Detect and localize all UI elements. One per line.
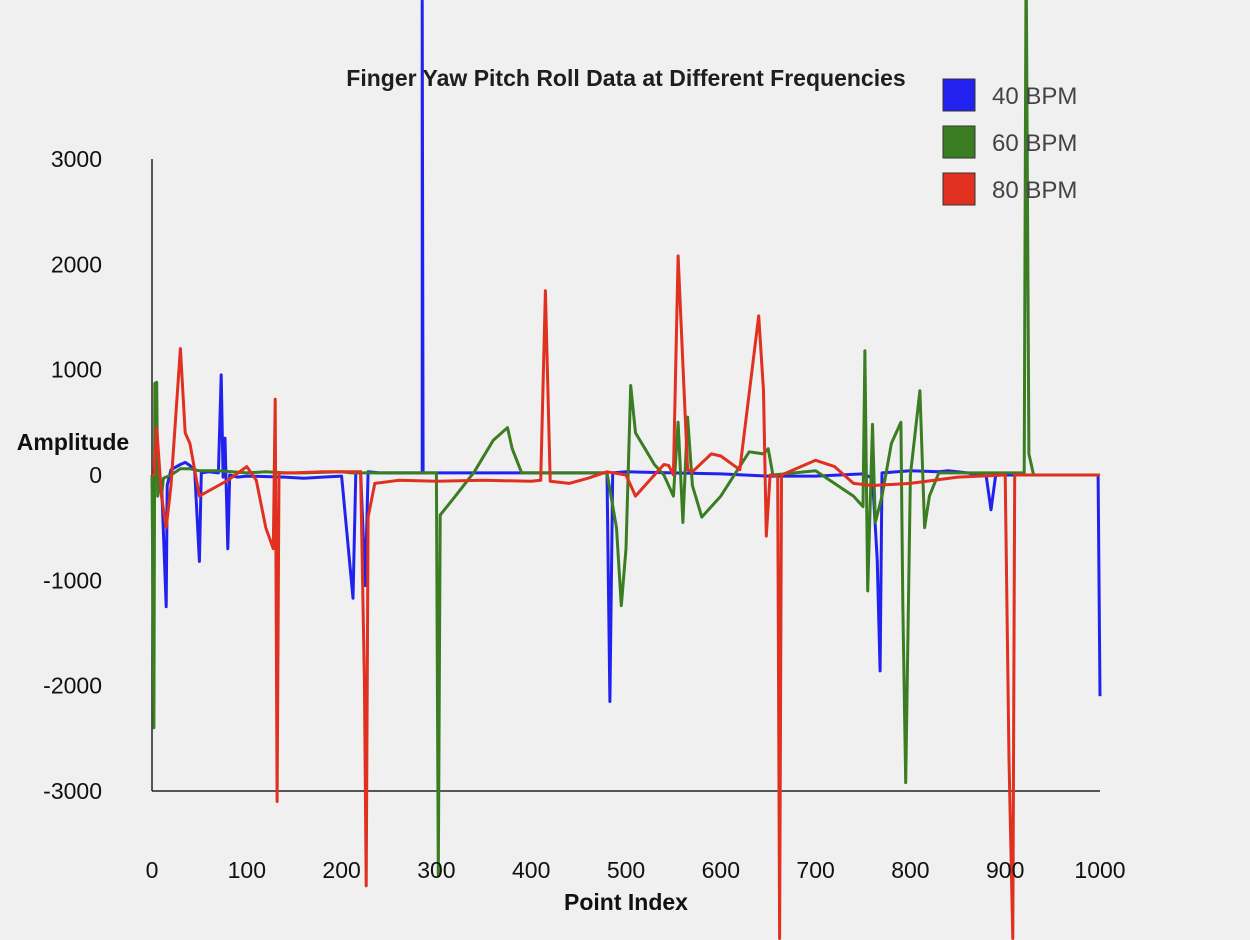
x-tick-label: 800 [891,857,929,883]
y-tick-label: 0 [89,462,102,488]
chart-title: Finger Yaw Pitch Roll Data at Different … [346,65,905,91]
series-lines [150,0,1102,940]
tick-labels: 0 100 200 300 400 500 600 700 800 900 1000 3000 2000… [43,146,1125,883]
legend-swatch [942,125,976,159]
x-tick-label: 200 [322,857,360,883]
legend-label: 60 BPM [992,130,1077,157]
y-tick-label: -3000 [43,778,102,804]
y-tick-label: 2000 [51,251,102,277]
series-line-3 [152,254,1100,940]
legend-swatch [942,78,976,112]
x-tick-label: 0 [146,857,159,883]
x-tick-label: 700 [796,857,834,883]
x-tick-label: 400 [512,857,550,883]
legend-label: 80 BPM [992,177,1077,204]
legend-label: 40 BPM [992,83,1077,110]
y-tick-label: 1000 [51,357,102,383]
legend: 40 BPM 60 BPM 80 BPM [942,78,1077,206]
series-line-2 [150,0,1100,877]
x-tick-label: 500 [607,857,645,883]
legend-swatch [942,172,976,206]
x-tick-label: 1000 [1074,857,1125,883]
x-tick-label: 900 [986,857,1024,883]
x-tick-label: 300 [417,857,455,883]
y-tick-label: -1000 [43,567,102,593]
y-tick-label: 3000 [51,146,102,172]
x-tick-label: 600 [702,857,740,883]
y-tick-label: -2000 [43,673,102,699]
y-axis-label: Amplitude [17,429,129,455]
x-tick-label: 100 [228,857,266,883]
x-axis-label: Point Index [564,889,688,915]
